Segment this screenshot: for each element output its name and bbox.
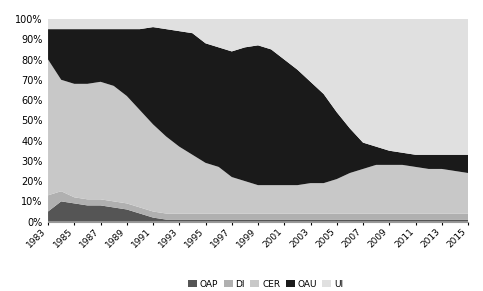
Legend: OAP, DI, CER, OAU, UI: OAP, DI, CER, OAU, UI — [185, 276, 347, 291]
